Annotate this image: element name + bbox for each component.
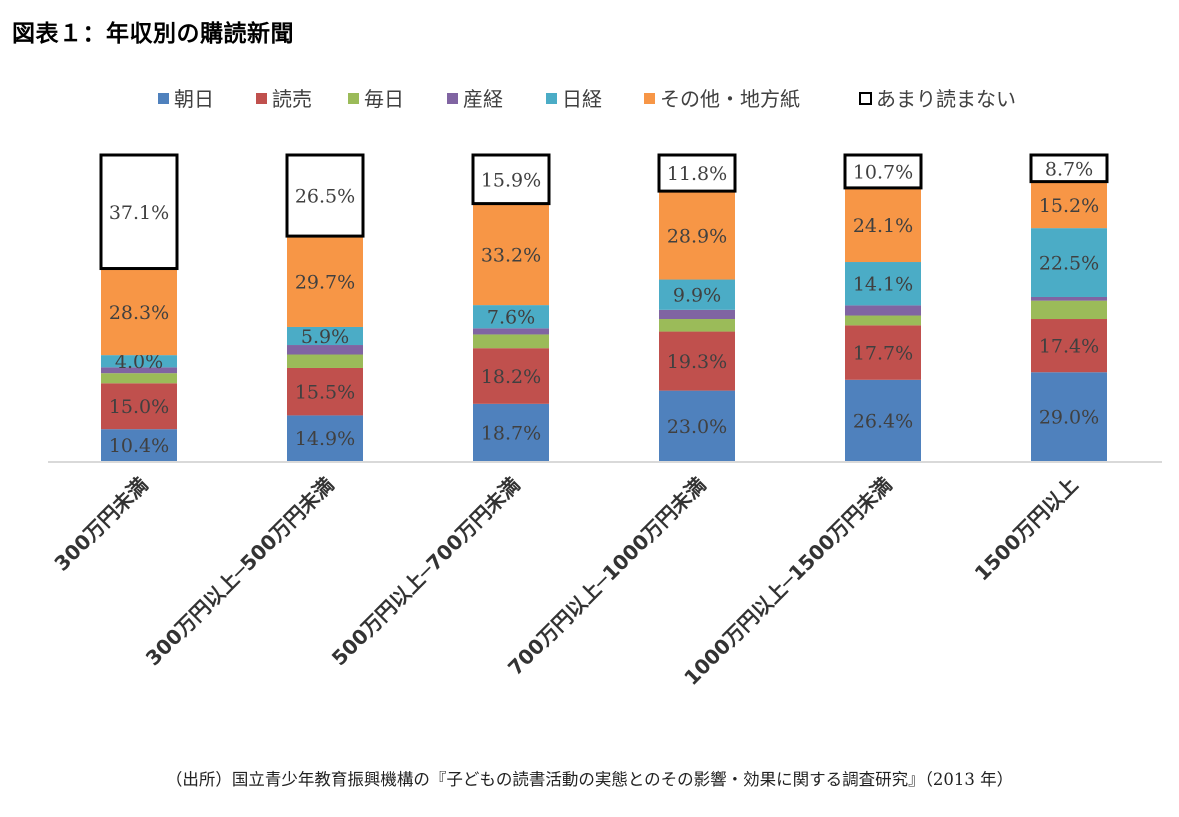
bar-segment-5-5: [845, 262, 921, 306]
legend-label-2: 読売: [272, 87, 312, 111]
bar-segment-3-2: [473, 348, 549, 404]
bar-segment-1-7: [99, 153, 179, 271]
chart-legend: 朝日 読売 毎日 産経 日経 その他・地方紙 あまり読まない: [158, 87, 1016, 111]
bar-segment-1-4: [101, 367, 177, 374]
x-tick-label-3: 500万円以上─700万円未満: [327, 473, 525, 671]
data-label-4-7: 11.8%: [667, 163, 727, 185]
x-tick-label-4: 700万円以上─1000万円未満: [503, 473, 711, 681]
bar-segment-5-3: [845, 315, 921, 326]
bar-segment-6-5: [1031, 228, 1107, 297]
category-labels: 300万円未満300万円以上─500万円未満500万円以上─700万円未満700…: [49, 473, 1082, 690]
x-tick-label-2: 300万円以上─500万円未満: [141, 473, 339, 671]
stacked-bar-chart: 朝日 読売 毎日 産経 日経 その他・地方紙 あまり読まない 10.4% 15.0% 4.0% 2…: [48, 87, 1162, 690]
bar-segment-3-6: [473, 203, 549, 306]
bar-segment-1-5: [101, 355, 177, 368]
data-label-1-6: 28.3%: [109, 302, 169, 324]
legend-swatch-7: [859, 92, 872, 105]
legend-label-4: 産経: [463, 87, 503, 111]
data-label-5-7: 10.7%: [853, 161, 913, 183]
source-note: （出所）国立青少年教育振興機構の『子どもの読書活動の実態とのその影響・効果に関す…: [165, 770, 1014, 789]
data-label-1-2: 15.0%: [109, 396, 169, 418]
bar-segment-3-4: [473, 328, 549, 335]
bar-segment-4-4: [659, 309, 735, 320]
bar-segment-1-6: [101, 268, 177, 356]
figure-title: 図表１：年収別の購読新聞: [12, 21, 294, 47]
bar-segment-3-7: [471, 153, 551, 206]
data-label-5-5: 14.1%: [853, 274, 913, 296]
data-label-3-6: 33.2%: [481, 244, 541, 266]
bar-segment-6-7: [1029, 153, 1109, 184]
bar-segment-2-4: [287, 345, 363, 355]
bar-segment-3-3: [473, 334, 549, 349]
data-label-5-2: 17.7%: [853, 343, 913, 365]
legend-swatch-1: [158, 93, 169, 104]
data-label-1-1: 10.4%: [109, 435, 169, 457]
data-label-4-5: 9.9%: [673, 285, 721, 307]
data-label-5-1: 26.4%: [853, 410, 913, 432]
bar-segment-6-6: [1031, 181, 1107, 229]
legend-label-6: その他・地方紙: [660, 87, 800, 111]
legend-swatch-4: [447, 93, 458, 104]
bar-segment-3-5: [473, 305, 549, 329]
bar-segment-4-2: [659, 331, 735, 391]
bar-segment-4-3: [659, 319, 735, 332]
bar-segment-4-1: [659, 390, 735, 461]
legend-swatch-2: [256, 93, 267, 104]
data-label-6-6: 15.2%: [1039, 195, 1099, 217]
data-label-3-2: 18.2%: [481, 366, 541, 388]
data-label-6-5: 22.5%: [1039, 253, 1099, 275]
bar-segment-5-4: [845, 305, 921, 316]
bar-segment-2-7: [285, 153, 365, 238]
bar-segment-6-1: [1031, 372, 1107, 461]
data-label-2-5: 5.9%: [301, 326, 349, 348]
bar-segment-1-3: [101, 373, 177, 384]
legend-swatch-6: [644, 93, 655, 104]
bar-area: 10.4% 15.0% 4.0% 28.3% 37.1% 14.9% 15.5% 5.9% 29…: [99, 153, 1109, 461]
data-label-2-7: 26.5%: [295, 186, 355, 208]
data-label-6-1: 29.0%: [1039, 407, 1099, 429]
bar-segment-2-5: [287, 326, 363, 346]
legend-swatch-5: [546, 93, 557, 104]
bar-segment-6-2: [1031, 319, 1107, 373]
x-tick-label-1: 300万円未満: [49, 473, 152, 576]
bar-segment-6-4: [1031, 296, 1107, 301]
data-label-5-6: 24.1%: [853, 215, 913, 237]
bar-segment-5-6: [845, 187, 921, 263]
data-label-1-7: 37.1%: [109, 202, 169, 224]
legend-label-3: 毎日: [364, 87, 404, 111]
data-label-4-6: 28.9%: [667, 225, 727, 247]
bar-segment-4-6: [659, 191, 735, 280]
bar-segment-2-3: [287, 354, 363, 368]
bar-segment-1-1: [101, 429, 177, 461]
legend-label-1: 朝日: [174, 87, 214, 111]
bar-segment-3-1: [473, 403, 549, 461]
bar-segment-6-3: [1031, 300, 1107, 320]
legend-label-5: 日経: [562, 87, 602, 111]
bar-segment-5-1: [845, 379, 921, 461]
data-label-2-1: 14.9%: [295, 428, 355, 450]
legend-label-7: あまり読まない: [876, 87, 1016, 111]
data-label-3-7: 15.9%: [481, 169, 541, 191]
bar-segment-2-1: [287, 415, 363, 461]
x-tick-label-6: 1500万円以上: [970, 473, 1083, 586]
bar-segment-2-6: [287, 236, 363, 327]
bar-segment-1-2: [101, 383, 177, 430]
data-label-3-5: 7.6%: [487, 307, 535, 329]
bar-segment-5-7: [843, 153, 923, 190]
data-label-2-6: 29.7%: [295, 272, 355, 294]
data-label-3-1: 18.7%: [481, 422, 541, 444]
data-label-6-7: 8.7%: [1045, 158, 1093, 180]
legend-swatch-3: [348, 93, 359, 104]
x-tick-label-5: 1000万円以上─1500万円未満: [679, 473, 896, 690]
data-label-6-2: 17.4%: [1039, 336, 1099, 358]
data-label-4-1: 23.0%: [667, 416, 727, 438]
bar-segment-5-2: [845, 325, 921, 380]
bar-segment-4-5: [659, 279, 735, 310]
data-label-2-2: 15.5%: [295, 382, 355, 404]
data-label-1-5: 4.0%: [115, 351, 163, 373]
bar-segment-4-7: [657, 153, 737, 193]
bar-segment-2-2: [287, 367, 363, 416]
data-label-4-2: 19.3%: [667, 351, 727, 373]
